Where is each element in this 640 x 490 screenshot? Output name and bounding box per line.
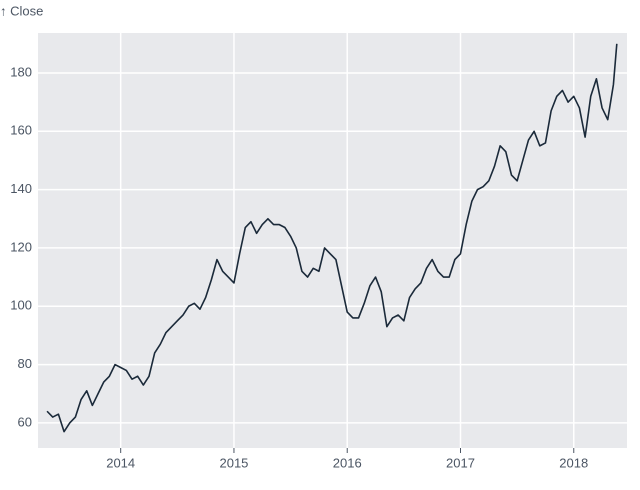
y-tick-label: 80 [18,356,32,371]
y-tick-label: 180 [10,64,32,79]
grid [38,33,627,448]
x-tick-label: 2015 [219,455,248,470]
x-tick-label: 2017 [446,455,475,470]
y-tick-label: 100 [10,298,32,313]
plot-background [38,33,627,448]
y-tick-label: 160 [10,123,32,138]
x-tick-label: 2014 [106,455,135,470]
y-tick-label: 140 [10,181,32,196]
price-line [46,43,618,433]
y-tick-label: 120 [10,239,32,254]
x-tick-label: 2018 [559,455,588,470]
x-tick-label: 2016 [333,455,362,470]
y-tick-label: 60 [18,414,32,429]
y-axis-label: ↑ Close [0,3,43,18]
